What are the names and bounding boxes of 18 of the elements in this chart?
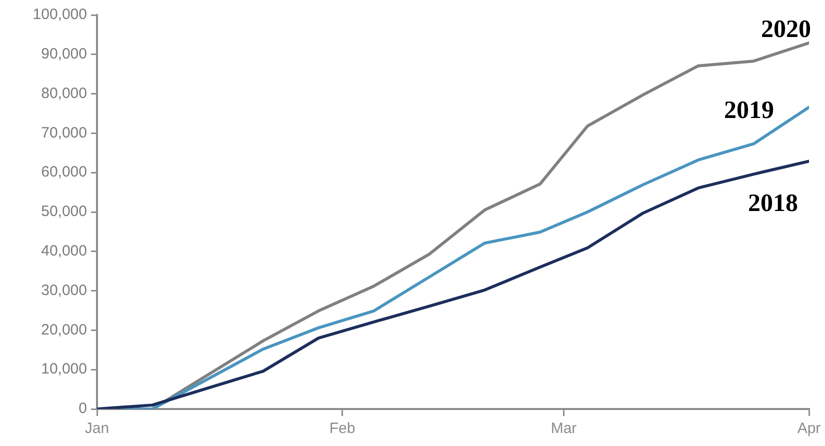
series-label: 2018 [748, 190, 798, 218]
y-tick-label: 30,000 [41, 282, 87, 299]
y-tick-label: 90,000 [41, 46, 87, 63]
x-tick-label: Apr [797, 420, 821, 438]
series-label: 2019 [724, 97, 774, 124]
y-tick-label: 50,000 [41, 203, 87, 220]
series-label: 2020 [761, 16, 811, 43]
x-tick-label: Jan [84, 420, 110, 438]
y-tick-label: 0 [78, 400, 87, 418]
x-tick-label: Feb [329, 420, 356, 438]
y-tick-label: 80,000 [41, 84, 87, 102]
y-tick-label: 60,000 [41, 164, 87, 181]
y-tick-label: 100,000 [32, 6, 87, 24]
x-tick-label: Mar [550, 420, 577, 438]
y-tick-label: 40,000 [41, 242, 87, 260]
y-tick-label: 10,000 [41, 360, 87, 378]
y-tick-label: 70,000 [41, 124, 87, 142]
y-tick-label: 20,000 [41, 321, 87, 338]
